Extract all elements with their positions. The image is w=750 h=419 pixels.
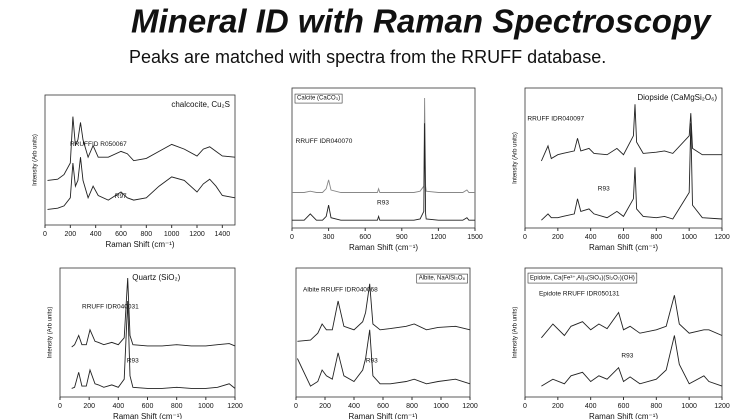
plot-frame <box>44 94 236 226</box>
x-axis-label: Raman Shift (cm⁻¹) <box>349 243 418 252</box>
x-tick-label: 200 <box>83 403 95 410</box>
spectrum-line <box>541 295 723 339</box>
spectrum-line <box>47 116 236 181</box>
x-tick-label: 1200 <box>714 234 730 241</box>
slide-title: Mineral ID with Raman Spectroscopy <box>131 3 712 40</box>
spectrum-line <box>71 277 236 348</box>
x-tick-label: 0 <box>43 231 47 238</box>
series-label: RRUFF IDR040070 <box>296 138 353 145</box>
x-tick-label: 1200 <box>189 231 205 238</box>
y-axis-label: Intensity (Arb units) <box>33 134 39 186</box>
series-label: Epidote RRUFF IDR050131 <box>539 291 620 298</box>
x-tick-label: 1400 <box>215 231 231 238</box>
x-tick-label: 800 <box>650 234 662 241</box>
x-tick-label: 1500 <box>467 234 483 241</box>
series-label: R93 <box>366 358 378 365</box>
x-tick-label: 600 <box>359 234 371 241</box>
x-axis-label: Raman Shift (cm⁻¹) <box>589 412 658 419</box>
x-tick-label: 400 <box>90 231 102 238</box>
plot-frame <box>291 87 476 229</box>
plot-frame <box>524 87 723 229</box>
series-label: R93 <box>621 352 633 359</box>
y-axis-label: Intensity (Arb units) <box>48 307 54 359</box>
spectrum-line <box>296 329 471 387</box>
x-tick-label: 1200 <box>227 403 243 410</box>
spectrum-line <box>297 283 471 342</box>
x-tick-label: 800 <box>650 403 662 410</box>
x-tick-label: 200 <box>552 234 564 241</box>
x-tick-label: 200 <box>64 231 76 238</box>
spectrum-line <box>541 335 723 387</box>
x-tick-label: 800 <box>406 403 418 410</box>
x-tick-label: 900 <box>396 234 408 241</box>
x-axis-label: Raman Shift (cm⁻¹) <box>113 412 182 419</box>
spectrum-line <box>292 123 475 221</box>
chart-title: Quartz (SiO₂) <box>132 273 180 282</box>
series-label: R93 <box>127 358 139 365</box>
x-tick-label: 200 <box>552 403 564 410</box>
x-tick-label: 1200 <box>431 234 447 241</box>
spectrum-line <box>292 97 475 193</box>
series-label: R93 <box>377 200 389 207</box>
x-tick-label: 0 <box>523 403 527 410</box>
x-tick-label: 0 <box>290 234 294 241</box>
x-tick-label: 1000 <box>433 403 449 410</box>
x-tick-label: 1000 <box>681 234 697 241</box>
title-box <box>527 272 638 284</box>
slide-subtitle: Peaks are matched with spectra from the … <box>129 47 606 67</box>
chart-title: Diopside (CaMgSi₂O₆) <box>637 93 717 102</box>
y-axis-label: Intensity (Arb units) <box>513 132 519 184</box>
x-tick-label: 800 <box>140 231 152 238</box>
title-box <box>416 273 468 284</box>
chart-title: Calcite (CaCO₃) <box>297 96 340 102</box>
x-axis-label: Raman Shift (cm⁻¹) <box>348 412 417 419</box>
x-axis-label: Raman Shift (cm⁻¹) <box>105 240 174 249</box>
series-label: RRUFFID R050067 <box>70 141 127 148</box>
x-tick-label: 400 <box>112 403 124 410</box>
series-label: R93 <box>598 186 610 193</box>
spectrum-line <box>71 300 236 389</box>
x-tick-label: 0 <box>58 403 62 410</box>
series-label: Albite RRUFF IDR040068 <box>303 287 378 294</box>
chart-title: Albite, NaAlSi₃O₈ <box>419 276 466 282</box>
x-tick-label: 600 <box>142 403 154 410</box>
x-tick-label: 600 <box>618 403 630 410</box>
x-tick-label: 1000 <box>681 403 697 410</box>
x-tick-label: 1200 <box>714 403 730 410</box>
x-tick-label: 200 <box>319 403 331 410</box>
series-label: RRUFF IDR040031 <box>82 303 139 310</box>
plot-frame <box>59 267 236 398</box>
series-label: R97 <box>115 193 127 200</box>
title-box <box>294 93 343 104</box>
series-label: RRUFF IDR040097 <box>527 116 584 123</box>
spectrum-line <box>540 104 722 162</box>
spectrum-line <box>541 123 723 221</box>
x-tick-label: 1200 <box>462 403 478 410</box>
x-tick-label: 600 <box>377 403 389 410</box>
x-tick-label: 1000 <box>198 403 214 410</box>
x-tick-label: 400 <box>585 403 597 410</box>
spectrum-line <box>47 157 236 210</box>
y-axis-label: Intensity (Arb units) <box>513 307 519 359</box>
x-tick-label: 0 <box>523 234 527 241</box>
x-tick-label: 400 <box>585 234 597 241</box>
chart-title: Epidote, Ca(Fe³⁺,Al)₃(SiO₄)(Si₂O₇)(OH) <box>530 275 635 282</box>
x-axis-label: Raman Shift (cm⁻¹) <box>589 243 658 252</box>
x-tick-label: 400 <box>348 403 360 410</box>
x-tick-label: 600 <box>115 231 127 238</box>
x-tick-label: 800 <box>171 403 183 410</box>
x-tick-label: 600 <box>618 234 630 241</box>
chart-title: chalcocite, Cu₂S <box>171 100 230 109</box>
x-tick-label: 1000 <box>164 231 180 238</box>
x-tick-label: 0 <box>294 403 298 410</box>
x-tick-label: 300 <box>323 234 335 241</box>
